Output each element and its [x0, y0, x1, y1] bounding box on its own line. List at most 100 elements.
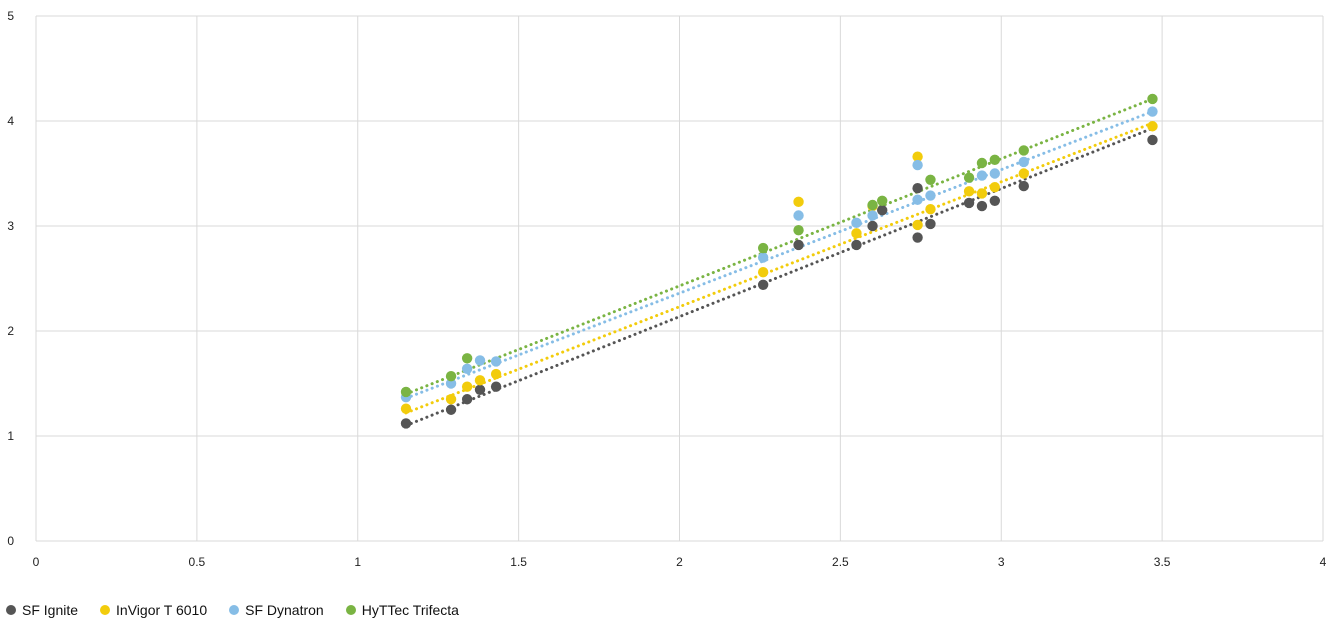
data-point-invigor-t-6010 [490, 368, 502, 380]
data-point-hyttec-trifecta [925, 174, 936, 185]
data-point-sf-dynatron [912, 194, 923, 205]
trendlines [404, 97, 1154, 427]
data-point-invigor-t-6010 [912, 151, 923, 162]
data-point-hyttec-trifecta [793, 225, 804, 236]
legend-item: SF Dynatron [229, 602, 324, 618]
data-point-sf-ignite [757, 279, 769, 290]
data-point-invigor-t-6010 [1147, 121, 1158, 132]
data-point-invigor-t-6010 [461, 381, 473, 392]
legend-item: SF Ignite [6, 602, 78, 618]
data-point-sf-ignite [867, 220, 878, 232]
data-point-invigor-t-6010 [400, 403, 412, 414]
x-axis-tick-labels: 0 0.5 1 1.5 2 2.5 3 3.5 4 [33, 555, 1327, 569]
data-point-sf-ignite [912, 183, 923, 194]
data-point-hyttec-trifecta [757, 242, 769, 254]
data-point-invigor-t-6010 [757, 267, 769, 278]
data-point-invigor-t-6010 [793, 196, 804, 208]
y-tick-label: 3 [7, 219, 14, 233]
x-tick-label: 2 [676, 555, 683, 569]
data-point-invigor-t-6010 [925, 204, 936, 215]
chart-legend: SF Ignite InVigor T 6010 SF Dynatron HyTTec… [6, 601, 459, 619]
data-point-sf-ignite [400, 418, 412, 429]
data-point-sf-ignite [912, 232, 923, 243]
data-point-invigor-t-6010 [445, 394, 457, 405]
data-point-sf-ignite [461, 394, 473, 405]
data-point-sf-ignite [851, 239, 862, 251]
data-point-hyttec-trifecta [1018, 145, 1029, 156]
data-point-sf-dynatron [867, 210, 878, 221]
data-point-invigor-t-6010 [989, 181, 1001, 193]
data-point-sf-dynatron [1147, 106, 1158, 117]
data-point-sf-ignite [925, 218, 936, 230]
data-point-invigor-t-6010 [474, 375, 486, 386]
trendline-hyttec-trifecta [404, 97, 1154, 396]
data-point-sf-dynatron [989, 168, 1001, 179]
legend-item: HyTTec Trifecta [345, 602, 459, 618]
data-point-sf-dynatron [461, 363, 473, 374]
y-tick-label: 5 [7, 9, 14, 23]
x-tick-label: 3.5 [1154, 555, 1171, 569]
data-point-hyttec-trifecta [461, 353, 473, 364]
x-tick-label: 1.5 [510, 555, 527, 569]
trendline-sf-ignite [404, 126, 1154, 427]
legend-swatch-icon [100, 605, 111, 615]
legend-label: SF Dynatron [245, 602, 324, 618]
data-point-hyttec-trifecta [877, 195, 888, 206]
x-tick-label: 0.5 [189, 555, 206, 569]
data-point-invigor-t-6010 [1018, 168, 1029, 179]
legend-item: InVigor T 6010 [100, 602, 207, 618]
data-point-sf-dynatron [490, 356, 502, 367]
data-point-sf-dynatron [976, 170, 988, 181]
data-point-hyttec-trifecta [445, 370, 457, 382]
data-point-sf-dynatron [1018, 156, 1029, 168]
data-point-sf-ignite [445, 404, 457, 415]
data-point-sf-dynatron [445, 378, 457, 389]
trendline-invigor-t-6010 [404, 121, 1154, 415]
x-tick-label: 1 [354, 555, 361, 569]
data-point-invigor-t-6010 [976, 188, 988, 199]
y-tick-label: 4 [7, 114, 14, 128]
data-point-invigor-t-6010 [963, 186, 975, 197]
data-point-hyttec-trifecta [867, 199, 878, 211]
data-point-invigor-t-6010 [912, 219, 923, 231]
legend-label: SF Ignite [22, 602, 79, 618]
data-point-hyttec-trifecta [976, 157, 988, 169]
data-point-sf-ignite [989, 195, 1001, 206]
legend-swatch-icon [345, 605, 356, 615]
data-point-sf-dynatron [793, 210, 804, 221]
data-point-hyttec-trifecta [1147, 93, 1158, 105]
data-point-sf-ignite [963, 197, 975, 209]
data-points [400, 93, 1158, 429]
data-point-sf-ignite [474, 384, 486, 395]
data-point-sf-ignite [877, 205, 888, 216]
gridlines [35, 15, 1324, 542]
data-point-sf-dynatron [912, 159, 923, 171]
data-point-sf-ignite [1018, 180, 1029, 192]
data-point-sf-ignite [490, 381, 502, 392]
trendline-sf-dynatron [404, 110, 1154, 400]
y-tick-label: 1 [7, 429, 14, 443]
y-tick-label: 2 [7, 324, 14, 338]
data-point-hyttec-trifecta [400, 386, 412, 398]
data-point-sf-dynatron [474, 355, 486, 366]
data-point-sf-ignite [1147, 134, 1158, 146]
data-point-sf-ignite [793, 239, 804, 251]
data-point-hyttec-trifecta [963, 172, 975, 183]
data-point-invigor-t-6010 [851, 228, 862, 239]
legend-label: HyTTec Trifecta [361, 602, 459, 618]
legend-swatch-icon [6, 605, 16, 615]
data-point-hyttec-trifecta [989, 154, 1001, 166]
x-tick-label: 4 [1320, 555, 1327, 569]
x-tick-label: 3 [998, 555, 1005, 569]
data-point-sf-ignite [976, 200, 988, 212]
legend-swatch-icon [229, 605, 240, 615]
y-tick-label: 0 [7, 534, 14, 548]
x-tick-label: 2.5 [832, 555, 849, 569]
data-point-sf-dynatron [851, 217, 862, 229]
y-axis-tick-labels: 0 1 2 3 4 5 [7, 9, 14, 548]
legend-label: InVigor T 6010 [116, 602, 208, 618]
data-point-sf-dynatron [925, 190, 936, 201]
data-point-sf-dynatron [757, 252, 769, 263]
x-tick-label: 0 [33, 555, 40, 569]
